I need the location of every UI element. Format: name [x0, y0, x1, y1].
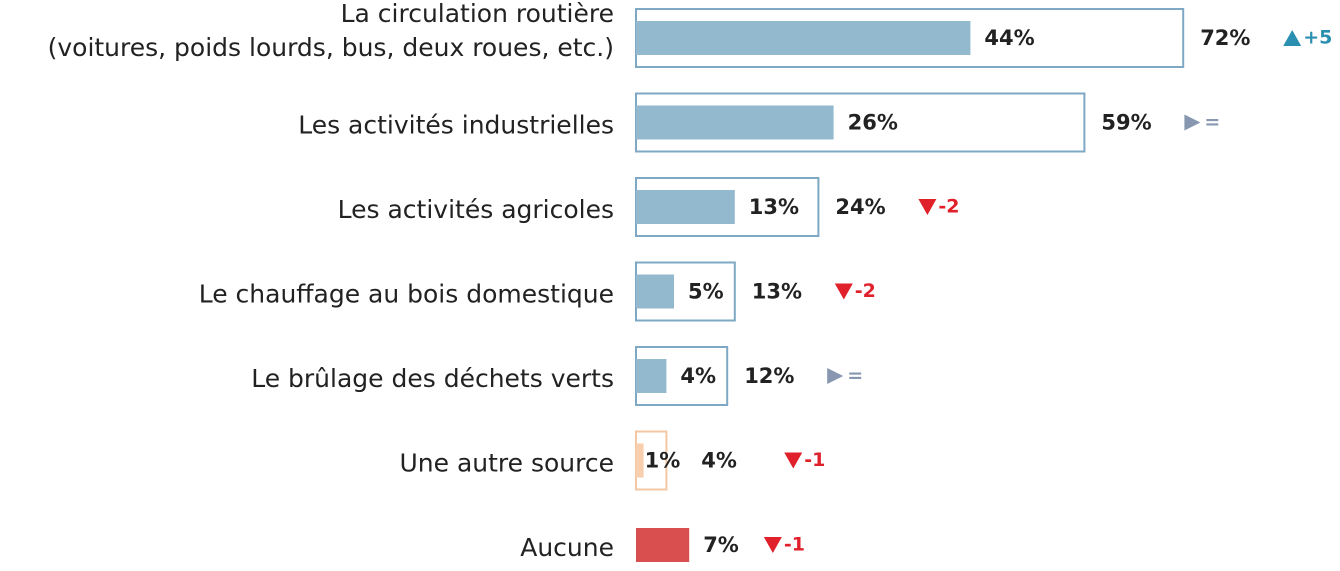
change-label: -1 [804, 449, 825, 471]
category-label: Les activités industrielles [298, 111, 614, 140]
change-arrow [784, 452, 803, 469]
change-label: -2 [938, 196, 959, 218]
total-value-label: 4% [701, 449, 737, 473]
total-value-label: 13% [752, 280, 802, 304]
category-label: Aucune [520, 533, 614, 562]
category-label: Les activités agricoles [338, 195, 614, 224]
first-bar [636, 359, 667, 393]
first-bar [636, 274, 674, 309]
change-arrow [827, 368, 844, 384]
first-value-label: 13% [749, 195, 799, 219]
change-arrow [918, 199, 937, 215]
change-label: -1 [784, 534, 805, 556]
change-label: +5 [1303, 27, 1332, 49]
change-label: = [847, 365, 863, 387]
first-value-label: 26% [848, 111, 898, 135]
category-label: (voitures, poids lourds, bus, deux roues… [48, 33, 614, 62]
first-bar [636, 443, 644, 478]
first-bar [636, 190, 735, 224]
first-value-label: 4% [680, 364, 716, 388]
change-label: -2 [855, 280, 876, 302]
change-arrow [763, 537, 782, 553]
category-label: Le brûlage des déchets verts [251, 364, 614, 393]
first-value-label: 44% [984, 26, 1034, 50]
change-arrow [1283, 30, 1302, 46]
category-label: Une autre source [399, 449, 614, 478]
first-bar [636, 21, 971, 55]
first-value-label: 7% [703, 533, 739, 557]
total-value-label: 12% [744, 364, 794, 388]
change-arrow [834, 283, 853, 300]
change-label: = [1204, 111, 1220, 133]
first-bar [636, 105, 834, 140]
category-label: La circulation routière [341, 0, 614, 28]
total-value-label: 59% [1101, 111, 1151, 135]
first-value-label: 5% [688, 280, 724, 304]
change-arrow [1184, 114, 1201, 131]
total-value-label: 24% [835, 195, 885, 219]
first-value-label: 1% [645, 449, 681, 473]
category-label: Le chauffage au bois domestique [199, 280, 614, 309]
total-value-label: 72% [1200, 26, 1250, 50]
first-bar [636, 528, 690, 562]
